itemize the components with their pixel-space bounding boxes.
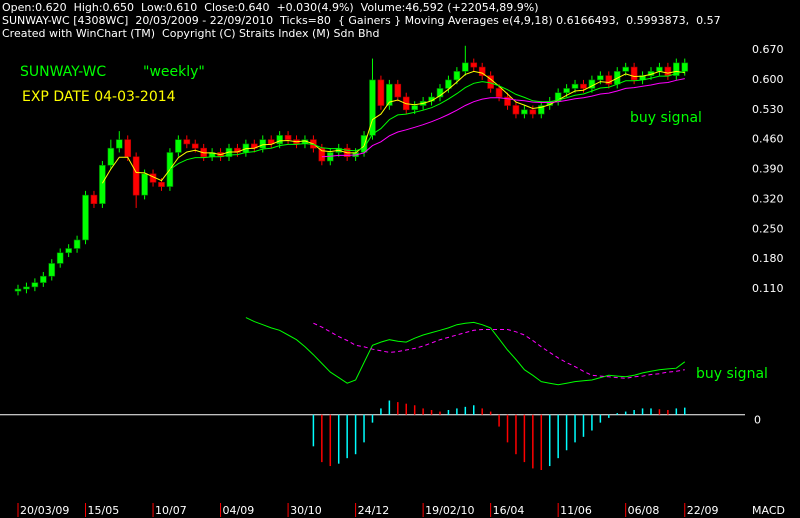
- candle-body: [107, 147, 115, 166]
- candle-body: [394, 83, 402, 98]
- x-tick-label: 16/04: [493, 504, 525, 517]
- candle-body: [386, 83, 393, 106]
- y-tick-label: 0.180: [752, 252, 784, 265]
- x-tick-label: 19/02/10: [425, 504, 474, 517]
- x-tick-label: 06/08: [628, 504, 660, 517]
- x-tick-label: 22/09: [687, 504, 719, 517]
- candle-body: [580, 83, 587, 89]
- candle-body: [276, 135, 283, 145]
- candle-body: [664, 66, 672, 76]
- candle-body: [512, 105, 520, 115]
- annotation: buy signal: [630, 110, 702, 126]
- candle-body: [681, 62, 689, 72]
- y-tick-label: 0.670: [752, 43, 784, 56]
- macd-line: [313, 322, 685, 379]
- credit-line: Created with WinChart (TM) Copyright (C)…: [2, 27, 379, 40]
- panel-title: MACD: [752, 504, 785, 517]
- candle-body: [445, 79, 452, 89]
- x-tick-label: 04/09: [223, 504, 255, 517]
- macd-line: [245, 317, 686, 386]
- candle-body: [571, 83, 579, 89]
- candle-body: [318, 147, 326, 162]
- candle-body: [23, 286, 30, 290]
- candle-body: [183, 139, 191, 145]
- x-tick-label: 30/10: [290, 504, 322, 517]
- candle-body: [622, 66, 629, 72]
- y-tick-label: 0.460: [752, 133, 784, 146]
- candle-body: [537, 105, 545, 115]
- candle-body: [504, 96, 511, 106]
- y-tick-label: 0.320: [752, 192, 784, 205]
- candle-body: [656, 66, 663, 72]
- annotation: SUNWAY-WC: [20, 64, 106, 80]
- candle-body: [284, 135, 292, 140]
- y-tick-label: 0.600: [752, 73, 784, 86]
- y-tick-label: 0.110: [752, 282, 784, 295]
- candle-body: [369, 79, 376, 136]
- candle-body: [115, 139, 123, 149]
- y-tick-label: 0.390: [752, 163, 784, 176]
- candle-body: [495, 88, 503, 98]
- candle-body: [99, 164, 106, 204]
- candle-body: [563, 88, 570, 94]
- candle-body: [175, 139, 182, 153]
- candle-body: [31, 282, 39, 288]
- candle-body: [462, 62, 469, 72]
- x-tick-label: 15/05: [88, 504, 120, 517]
- candle-body: [436, 88, 444, 98]
- candle-body: [377, 79, 385, 106]
- candle-body: [73, 239, 81, 249]
- candle-body: [411, 105, 418, 111]
- candle-body: [605, 75, 613, 85]
- moving-average-line: [101, 70, 685, 184]
- candle-body: [48, 263, 56, 277]
- x-tick-label: 11/06: [560, 504, 592, 517]
- x-tick-label: 20/03/09: [20, 504, 69, 517]
- candle-body: [158, 182, 165, 187]
- x-tick-label: 10/07: [155, 504, 187, 517]
- moving-average-line: [321, 78, 685, 158]
- annotation: EXP DATE 04-03-2014: [22, 89, 176, 105]
- candle-body: [529, 109, 537, 115]
- y-tick-label: 0.250: [752, 222, 784, 235]
- candle-body: [56, 252, 64, 264]
- annotation: "weekly": [143, 64, 205, 80]
- candle-body: [470, 62, 478, 68]
- candle-body: [132, 156, 140, 196]
- quote-line: Open:0.620 High:0.650 Low:0.610 Close:0.…: [2, 1, 539, 14]
- annotation: buy signal: [696, 366, 768, 382]
- candle-body: [259, 139, 267, 149]
- candle-body: [90, 194, 98, 204]
- candle-body: [65, 248, 72, 254]
- candle-body: [124, 139, 132, 158]
- candle-body: [82, 194, 89, 241]
- candle-body: [14, 288, 22, 292]
- candle-body: [597, 75, 604, 81]
- candle-body: [453, 71, 461, 81]
- candle-body: [141, 173, 148, 196]
- x-tick-label: 24/12: [358, 504, 390, 517]
- y-tick-label: 0.530: [752, 103, 784, 116]
- candle-body: [478, 66, 486, 76]
- candle-body: [40, 275, 47, 283]
- candle-body: [191, 143, 199, 149]
- y-tick-label: 0: [754, 414, 761, 427]
- moving-average-line: [169, 70, 685, 170]
- candle-body: [521, 109, 528, 115]
- candle-body: [673, 62, 680, 76]
- candle-body: [630, 66, 638, 81]
- chart-title: SUNWAY-WC [4308WC] 20/03/2009 - 22/09/20…: [2, 14, 721, 27]
